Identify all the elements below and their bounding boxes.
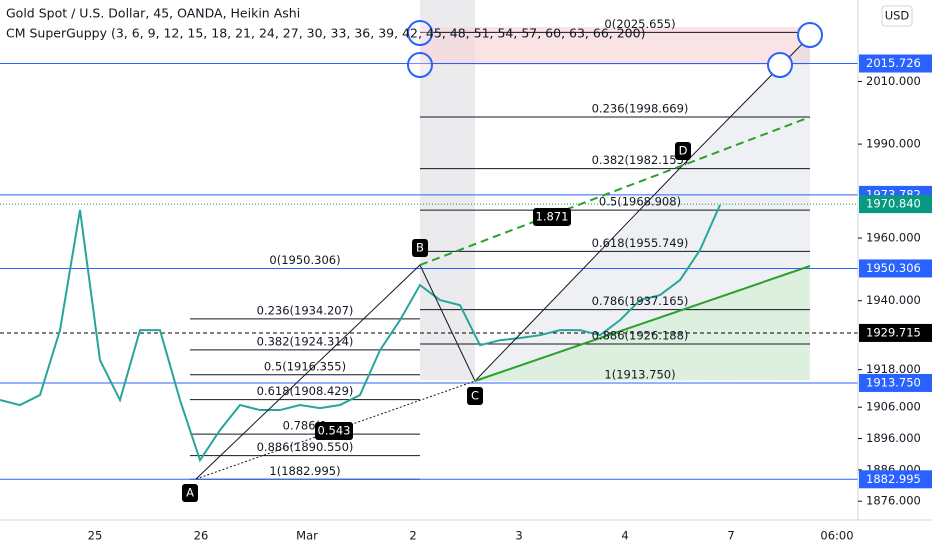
fib-label: 0(2025.655) [604,17,675,31]
point-label: C [471,389,479,403]
y-tick-label: 2010.000 [866,74,921,88]
fib-label: 0.236(1998.669) [592,101,689,115]
price-marker [859,195,932,214]
point-badge [467,387,483,405]
y-tick-label: 1918.000 [866,362,921,376]
price-marker-label: 2015.726 [866,56,921,70]
price-marker-label: 1970.840 [866,197,921,211]
fib-label: 1(1913.750) [604,367,675,381]
fib-label: 0.382(1924.314) [257,334,354,348]
point-badge [182,484,198,502]
x-tick-label: 7 [727,529,734,543]
ratio-badge [315,422,353,440]
y-tick-label: 1906.000 [866,400,921,414]
price-marker [859,323,932,342]
handle[interactable] [767,52,793,78]
price-marker-label: 1950.306 [866,261,921,275]
ratio-badge [533,208,571,226]
point-label: D [679,144,688,158]
target-zone [420,27,810,65]
fib-label: 1(1882.995) [269,464,340,478]
point-label: A [186,486,194,500]
fib-label: 0.5(1968.908) [599,195,681,209]
price-marker-label: 1929.715 [866,325,921,339]
handle[interactable] [407,52,433,78]
x-tick-label: 06:00 [820,529,853,543]
fib-label: 0.382(1982.155) [592,153,689,167]
y-tick-label: 1896.000 [866,431,921,445]
price-marker [859,470,932,489]
pattern-dotted [195,380,476,480]
y-tick-label: 1990.000 [866,137,921,151]
ratio-label: 1.871 [536,210,569,224]
fib-label: 0.5(1916.355) [264,359,346,373]
price-marker [859,259,932,278]
fib-label: 0.786(1937.165) [592,294,689,308]
x-tick-label: 2 [409,529,416,543]
fib-label: 0.236(1934.207) [257,303,354,317]
price-line-series [0,204,721,463]
point-badge [675,142,691,160]
pattern-dashed [419,116,811,266]
fib-label: 0.886(1926.188) [592,328,689,342]
fib-label: 0(1950.306) [269,253,340,267]
currency[interactable]: USD [885,9,910,23]
x-tick-label: 26 [194,529,209,543]
indicator: CM SuperGuppy (3, 6, 9, 12, 15, 18, 21, … [6,26,645,41]
handle[interactable] [407,20,433,46]
y-tick-label: 1940.000 [866,293,921,307]
x-tick-label: 25 [88,529,103,543]
y-tick-label: 1960.000 [866,231,921,245]
y-tick-label: 1876.000 [866,494,921,508]
pattern-base [474,265,811,382]
fib-label: 0.618(1908.429) [257,384,354,398]
handle[interactable] [797,22,823,48]
price-marker [859,373,932,392]
x-tick-label: 3 [515,529,522,543]
price-marker-label: 1882.995 [866,472,921,486]
price-marker [859,54,932,73]
x-tick-label: 4 [621,529,628,543]
chart-title: Gold Spot / U.S. Dollar, 45, OANDA, Heik… [6,6,300,21]
fib-label: 0.618(1955.749) [592,236,689,250]
ratio-label: 0.543 [318,424,351,438]
point-badge [412,239,428,257]
x-tick-label: Mar [296,529,318,543]
fib-label: 0.886(1890.550) [257,440,354,454]
point-label: B [416,241,424,255]
price-marker-label: 1913.750 [866,375,921,389]
currency-button[interactable] [881,5,913,27]
